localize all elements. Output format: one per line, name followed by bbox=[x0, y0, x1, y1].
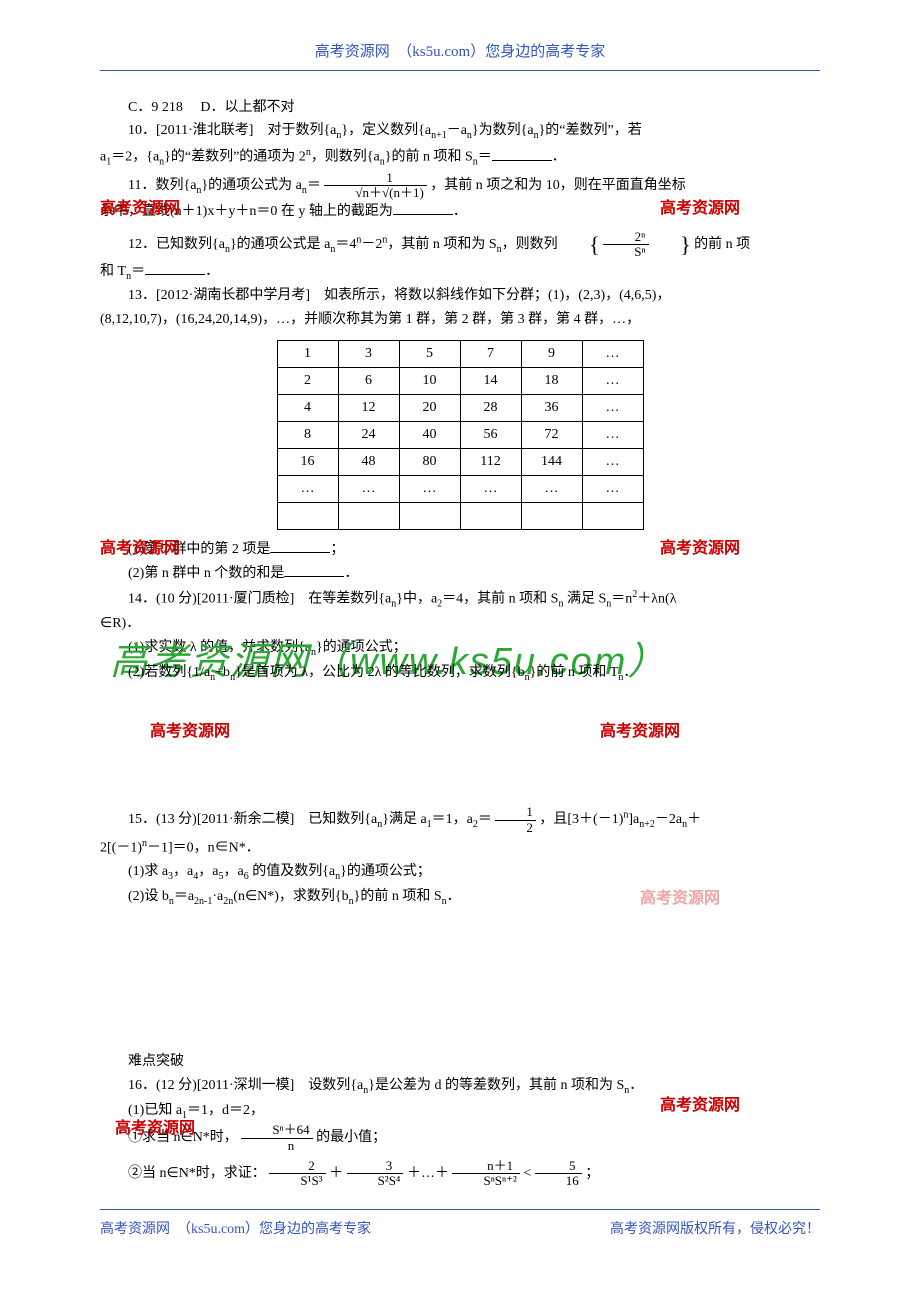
q12-line1: 12．已知数列{an}的通项公式是 an＝4n－2n，其前 n 项和为 Sn，则… bbox=[100, 230, 820, 260]
blank bbox=[492, 146, 552, 161]
table-cell: 9 bbox=[521, 340, 582, 367]
q14-line1: 14．(10 分)[2011·厦门质检] 在等差数列{an}中，a2＝4，其前 … bbox=[100, 586, 820, 612]
q16-item1: ①求当 n∈N*时， Sⁿ＋64n 的最小值； bbox=[100, 1123, 820, 1153]
table-cell: … bbox=[582, 340, 643, 367]
table-cell: … bbox=[338, 475, 399, 502]
watermark: 高考资源网 bbox=[600, 718, 680, 745]
table-cell: 28 bbox=[460, 394, 521, 421]
table-cell: … bbox=[582, 394, 643, 421]
table-cell: 80 bbox=[399, 448, 460, 475]
watermark: 高考资源网 bbox=[660, 195, 740, 222]
q16-item2: ②当 n∈N*时，求证： 2S¹S³ ＋ 3S²S⁴ ＋…＋ n＋1SⁿSⁿ⁺²… bbox=[100, 1159, 820, 1189]
table-cell: 2 bbox=[277, 367, 338, 394]
table-cell: … bbox=[277, 475, 338, 502]
spacer bbox=[100, 685, 820, 805]
table-cell: 20 bbox=[399, 394, 460, 421]
table-cell: 5 bbox=[399, 340, 460, 367]
table-cell: … bbox=[582, 475, 643, 502]
table-cell: 48 bbox=[338, 448, 399, 475]
q9-d: D．以上都不对 bbox=[200, 100, 294, 115]
q15-sub1: (1)求 a3，a4，a5，a6 的值及数列{an}的通项公式； bbox=[100, 860, 820, 885]
spacer bbox=[100, 910, 820, 1050]
page-footer: 高考资源网 （ks5u.com）您身边的高考专家 高考资源网版权所有，侵权必究！ bbox=[100, 1209, 820, 1242]
footer-right: 高考资源网版权所有，侵权必究！ bbox=[610, 1218, 820, 1242]
blank bbox=[284, 562, 344, 577]
table-cell: 144 bbox=[521, 448, 582, 475]
table-cell: 6 bbox=[338, 367, 399, 394]
brace-left: { bbox=[561, 234, 600, 256]
fraction: 1√n＋√(n＋1) bbox=[324, 171, 426, 201]
document-page: 高考资源网 （ks5u.com）您身边的高考专家 高考资源网 高考资源网 高考资… bbox=[0, 0, 920, 1271]
table-cell: 14 bbox=[460, 367, 521, 394]
table-cell: … bbox=[582, 367, 643, 394]
blank bbox=[393, 200, 453, 215]
table-cell: 40 bbox=[399, 421, 460, 448]
table-cell: 1 bbox=[277, 340, 338, 367]
q13-line2: (8,12,10,7)，(16,24,20,14,9)，…，并顺次称其为第 1 … bbox=[100, 308, 820, 332]
blank bbox=[270, 538, 330, 553]
table-cell: 24 bbox=[338, 421, 399, 448]
table-cell: 10 bbox=[399, 367, 460, 394]
fraction: 3S²S⁴ bbox=[347, 1159, 404, 1189]
table-cell bbox=[277, 502, 338, 529]
watermark: 高考资源网 bbox=[660, 535, 740, 562]
table-cell: … bbox=[582, 448, 643, 475]
table-cell: 36 bbox=[521, 394, 582, 421]
q9-c: C．9 218 bbox=[128, 100, 183, 115]
table-cell: 112 bbox=[460, 448, 521, 475]
table-cell bbox=[521, 502, 582, 529]
watermark: 高考资源网 bbox=[100, 535, 180, 562]
table-cell: 16 bbox=[277, 448, 338, 475]
table-cell: 8 bbox=[277, 421, 338, 448]
q15-line2: 2[(－1)n－1]＝0，n∈N*． bbox=[100, 835, 820, 860]
blank bbox=[145, 260, 205, 275]
page-header: 高考资源网 （ks5u.com）您身边的高考专家 bbox=[100, 40, 820, 71]
fraction: 516 bbox=[535, 1159, 582, 1189]
table-cell bbox=[582, 502, 643, 529]
fraction: 12 bbox=[495, 805, 536, 835]
table-cell: 4 bbox=[277, 394, 338, 421]
watermark: 高考资源网 bbox=[150, 718, 230, 745]
watermark: 高考资源网 bbox=[660, 1092, 740, 1119]
table-cell: 12 bbox=[338, 394, 399, 421]
number-table: 13579…26101418…412202836…824405672…16488… bbox=[277, 340, 644, 530]
watermark: 高考资源网 bbox=[115, 1115, 195, 1142]
table-cell: … bbox=[399, 475, 460, 502]
table-cell: … bbox=[582, 421, 643, 448]
table-cell bbox=[338, 502, 399, 529]
table-cell: 72 bbox=[521, 421, 582, 448]
q10-line1: 10．[2011·淮北联考] 对于数列{an}，定义数列{an+1－an}为数列… bbox=[100, 119, 820, 144]
fraction: 2S¹S³ bbox=[269, 1159, 325, 1189]
q14-sub2: (2)若数列{1/an+bn}是首项为 λ，公比为 2λ 的等比数列，求数列{b… bbox=[100, 661, 820, 686]
table-cell: 3 bbox=[338, 340, 399, 367]
q10-line2: a1＝2，{an}的“差数列”的通项为 2n，则数列{an}的前 n 项和 Sn… bbox=[100, 144, 820, 170]
q15-line1: 15．(13 分)[2011·新余二模] 已知数列{an}满足 a1＝1，a2＝… bbox=[100, 805, 820, 835]
q12-line2: 和 Tn＝． bbox=[100, 260, 820, 285]
table-cell: … bbox=[460, 475, 521, 502]
footer-left: 高考资源网 （ks5u.com）您身边的高考专家 bbox=[100, 1218, 371, 1242]
q13-line1: 13．[2012·湖南长郡中学月考] 如表所示，将数以斜线作如下分群；(1)，(… bbox=[100, 284, 820, 308]
table-cell: 56 bbox=[460, 421, 521, 448]
table-cell: … bbox=[521, 475, 582, 502]
q9-options: C．9 218 D．以上都不对 bbox=[100, 96, 820, 120]
table-cell: 7 bbox=[460, 340, 521, 367]
table-cell bbox=[460, 502, 521, 529]
table-cell bbox=[399, 502, 460, 529]
q13-sub2: (2)第 n 群中 n 个数的和是． bbox=[100, 562, 820, 586]
fraction: Sⁿ＋64n bbox=[241, 1123, 312, 1153]
fraction: n＋1SⁿSⁿ⁺² bbox=[452, 1159, 519, 1189]
brace-right: } bbox=[652, 234, 691, 256]
watermark: 高考资源网 bbox=[100, 195, 180, 222]
table-cell: 18 bbox=[521, 367, 582, 394]
fraction: 2ⁿSⁿ bbox=[603, 230, 648, 260]
watermark-light: 高考资源网 bbox=[640, 885, 720, 912]
section-hard: 难点突破 bbox=[100, 1050, 820, 1074]
